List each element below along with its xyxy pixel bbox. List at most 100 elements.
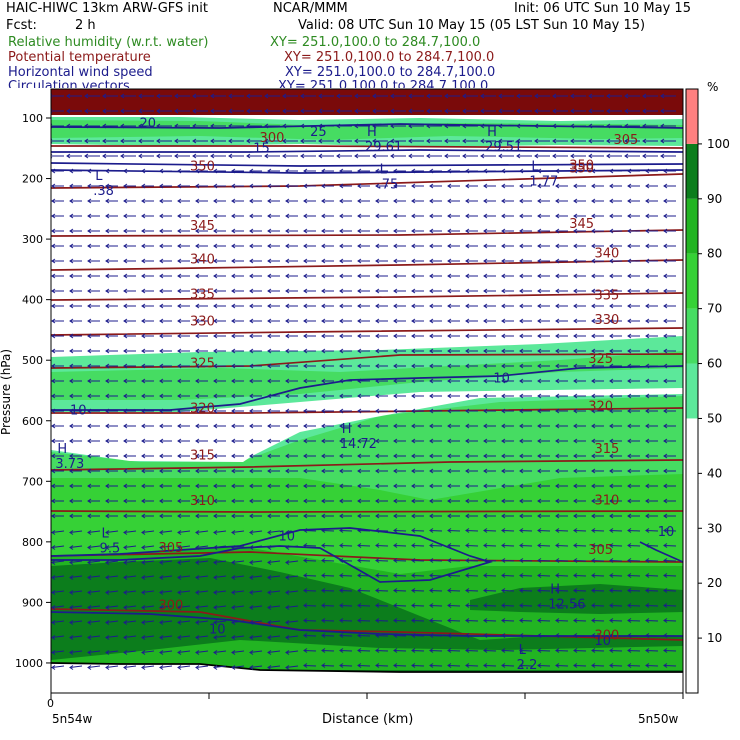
- theta-contour-label: 320: [190, 401, 215, 416]
- wind-vector: [69, 665, 83, 668]
- wind-vector: [465, 620, 479, 622]
- wind-vector: [663, 620, 677, 622]
- wind-vector: [51, 635, 65, 638]
- theta-contour-label-bg: [586, 353, 611, 366]
- wind-vector: [483, 605, 497, 607]
- wind-vector: [663, 545, 677, 547]
- colorbar-bin: [686, 198, 698, 254]
- colorbar-tick-label: 80: [707, 247, 722, 261]
- wind-vector: [231, 650, 245, 653]
- theta-contour-label: 340: [595, 246, 620, 261]
- extremum-value: 1.77: [529, 175, 558, 190]
- wind-vector: [555, 665, 569, 667]
- theta-contour-label-bg: [586, 544, 611, 557]
- wind-vector: [537, 650, 551, 652]
- wind-vector: [159, 650, 173, 653]
- colorbar-frame: [685, 88, 699, 694]
- wind-vector: [609, 665, 623, 667]
- wind-vector: [393, 605, 407, 607]
- theta-contour-label-bg: [593, 443, 618, 456]
- wind-vector: [303, 530, 317, 532]
- wind-vector: [51, 665, 65, 668]
- theta-contour-label-bg: [188, 402, 213, 415]
- wind-vector: [573, 575, 587, 577]
- wind-vector: [663, 560, 677, 562]
- wind-vector: [627, 665, 641, 667]
- wind-vector: [69, 560, 83, 563]
- wind-vector: [645, 635, 659, 637]
- wind-vector: [249, 620, 263, 623]
- wind-vector: [159, 575, 173, 578]
- wind-vector: [393, 575, 407, 577]
- wind-vector: [249, 545, 263, 548]
- theta-contour-label: 350: [569, 161, 594, 176]
- wind-vector: [321, 530, 335, 532]
- center-label: NCAR/MMM: [273, 1, 348, 16]
- wind-vector: [429, 620, 443, 622]
- wind-vector: [645, 575, 659, 577]
- wind-vector: [627, 590, 641, 592]
- wind-vector: [519, 665, 533, 667]
- wind-vector: [285, 665, 299, 668]
- wind-vector: [483, 620, 497, 622]
- wind-vector: [375, 635, 389, 637]
- wind-vector: [447, 560, 461, 562]
- theta-contour-label-bg: [188, 357, 213, 370]
- wind-vector: [501, 605, 515, 607]
- wind-vector: [213, 635, 227, 638]
- wind-vector: [663, 665, 677, 667]
- wind-vector: [141, 575, 155, 578]
- wind-vector: [591, 605, 605, 607]
- wind-vector: [231, 590, 245, 593]
- legend-wind-xy: XY= 251.0,100.0 to 284.7,100.0: [285, 65, 496, 80]
- theta-contour-label-bg: [188, 450, 213, 463]
- wind-vector: [447, 665, 461, 667]
- wind-vector: [321, 620, 335, 622]
- wind-vector: [303, 605, 317, 607]
- wind-vector: [609, 650, 623, 652]
- model-title: HAIC-HIWC 13km ARW-GFS init: [6, 1, 208, 16]
- wind-vector: [267, 560, 281, 563]
- wind-vector: [411, 545, 425, 547]
- theta-contour-label-bg: [188, 316, 213, 329]
- wind-vector: [375, 605, 389, 607]
- colorbar-tick-label: 70: [707, 302, 722, 316]
- x-left-tick: 0: [47, 697, 54, 710]
- wind-vector: [267, 635, 281, 638]
- wind-vector: [285, 650, 299, 653]
- wind-vector: [231, 560, 245, 563]
- wind-vector: [573, 530, 587, 532]
- wind-vector: [213, 575, 227, 578]
- wind-vector: [177, 590, 191, 593]
- wind-vector: [501, 545, 515, 547]
- extremum-letter: H: [487, 125, 497, 140]
- extremum-letter: H: [57, 442, 67, 457]
- theta-contour-label: 325: [588, 352, 613, 367]
- wind-vector: [591, 620, 605, 622]
- wind-vector: [69, 590, 83, 593]
- wind-vector: [447, 605, 461, 607]
- wind-vector: [249, 590, 263, 593]
- wind-vector: [357, 545, 371, 547]
- wind-vector: [213, 620, 227, 623]
- wind-vector: [159, 605, 173, 608]
- wind-vector: [465, 665, 479, 667]
- wind-contour-label: 25: [310, 125, 327, 140]
- wind-vector: [591, 590, 605, 592]
- colorbar-unit: %: [707, 80, 719, 94]
- theta-contours: [51, 145, 683, 641]
- wind-vector: [177, 575, 191, 578]
- wind-vector: [573, 545, 587, 547]
- wind-vector: [105, 575, 119, 578]
- wind-vector: [537, 635, 551, 637]
- legend-theta-name: Potential temperature: [8, 50, 151, 65]
- wind-vector: [321, 650, 335, 652]
- wind-vector: [51, 650, 65, 653]
- theta-contour-label-bg: [188, 253, 213, 266]
- wind-vector: [609, 605, 623, 607]
- theta-contour-label-bg: [156, 542, 181, 555]
- wind-contour-label-bg: [137, 118, 155, 131]
- extremum-letter: H: [550, 582, 560, 597]
- wind-vector: [69, 620, 83, 623]
- wind-vector: [285, 605, 299, 608]
